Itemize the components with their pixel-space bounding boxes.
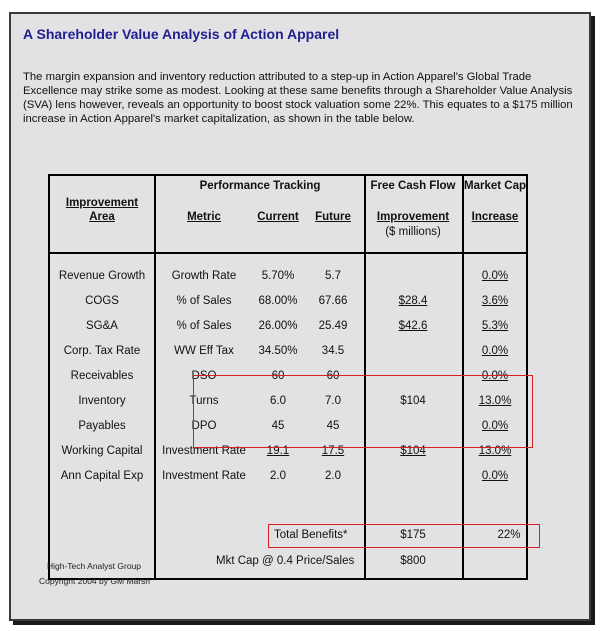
cell-current: 68.00%: [258, 295, 298, 307]
header-metric: Metric: [187, 211, 221, 223]
cell-area: SG&A: [86, 320, 118, 332]
footer-org: High-Tech Analyst Group: [47, 561, 142, 571]
cell-future: 45: [326, 420, 340, 432]
cell-current: 34.50%: [258, 345, 298, 357]
total-benefits-label: Total Benefits*: [274, 529, 348, 541]
cell-increase: 0.0%: [481, 370, 509, 382]
cell-increase: 0.0%: [481, 420, 509, 432]
cell-fcf: $42.6: [398, 320, 428, 332]
cell-area: Payables: [78, 420, 126, 432]
cell-metric: DPO: [191, 420, 217, 432]
cell-current: 2.0: [270, 470, 286, 482]
cell-area: Receivables: [70, 370, 134, 382]
total-benefits-highlight: [268, 524, 540, 548]
cell-increase: 0.0%: [481, 470, 509, 482]
cell-area: Working Capital: [61, 445, 143, 457]
header-market-cap: Market Cap: [464, 180, 526, 192]
mkt-cap-value: $800: [400, 555, 426, 567]
cell-metric: DSO: [191, 370, 217, 382]
page-title: A Shareholder Value Analysis of Action A…: [23, 26, 340, 42]
cell-metric: % of Sales: [176, 320, 232, 332]
cell-metric: Investment Rate: [162, 470, 246, 482]
cell-increase: 0.0%: [481, 345, 509, 357]
cell-area: COGS: [85, 295, 119, 307]
intro-paragraph: The margin expansion and inventory reduc…: [23, 71, 573, 125]
total-benefits-increase: 22%: [497, 529, 521, 541]
table-divider: [364, 176, 366, 578]
header-fcf: Free Cash Flow: [370, 180, 456, 192]
table-divider: [154, 176, 156, 578]
header-improvement: Improvement: [65, 197, 139, 209]
cell-metric: WW Eff Tax: [174, 345, 234, 357]
header-future: Future: [315, 211, 351, 223]
cell-area: Ann Capital Exp: [60, 470, 144, 482]
cell-increase: 13.0%: [478, 395, 512, 407]
mkt-cap-label: Mkt Cap @ 0.4 Price/Sales: [216, 555, 355, 567]
cell-metric: Investment Rate: [162, 445, 246, 457]
cell-future: 2.0: [325, 470, 341, 482]
cell-increase: 13.0%: [478, 445, 512, 457]
header-area: Area: [89, 211, 115, 223]
cell-future: 25.49: [318, 320, 348, 332]
cell-future: 17.5: [321, 445, 345, 457]
cell-metric: % of Sales: [176, 295, 232, 307]
header-fcf-units: ($ millions): [385, 226, 441, 238]
table-divider: [462, 176, 464, 578]
cell-increase: 5.3%: [481, 320, 509, 332]
cell-fcf: $104: [400, 395, 426, 407]
cell-future: 67.66: [318, 295, 348, 307]
cell-current: 45: [271, 420, 285, 432]
cell-metric: Turns: [189, 395, 219, 407]
cell-current: 19.1: [266, 445, 290, 457]
cell-area: Corp. Tax Rate: [63, 345, 141, 357]
cell-metric: Growth Rate: [171, 270, 237, 282]
cell-future: 34.5: [321, 345, 345, 357]
cell-fcf: $28.4: [398, 295, 428, 307]
cell-current: 5.70%: [261, 270, 295, 282]
sva-table: Improvement Area Performance Tracking Me…: [48, 174, 540, 580]
total-benefits-fcf: $175: [400, 529, 426, 541]
cell-future: 5.7: [325, 270, 341, 282]
cell-current: 60: [271, 370, 285, 382]
cell-area: Inventory: [78, 395, 126, 407]
header-performance-tracking: Performance Tracking: [199, 180, 321, 192]
cell-future: 7.0: [325, 395, 341, 407]
document-page: A Shareholder Value Analysis of Action A…: [9, 12, 591, 621]
cell-current: 26.00%: [258, 320, 298, 332]
footer-copyright: Copyright 2004 by GM Marsh: [39, 576, 151, 586]
cell-area: Revenue Growth: [58, 270, 146, 282]
cell-current: 6.0: [270, 395, 286, 407]
header-increase: Increase: [471, 211, 519, 223]
cell-increase: 0.0%: [481, 270, 509, 282]
cell-fcf: $104: [400, 445, 426, 457]
working-capital-highlight: [193, 375, 533, 448]
header-current: Current: [257, 211, 299, 223]
cell-future: 60: [326, 370, 340, 382]
cell-increase: 3.6%: [481, 295, 509, 307]
header-fcf-improvement: Improvement: [376, 211, 450, 223]
header-rule: [50, 252, 526, 254]
